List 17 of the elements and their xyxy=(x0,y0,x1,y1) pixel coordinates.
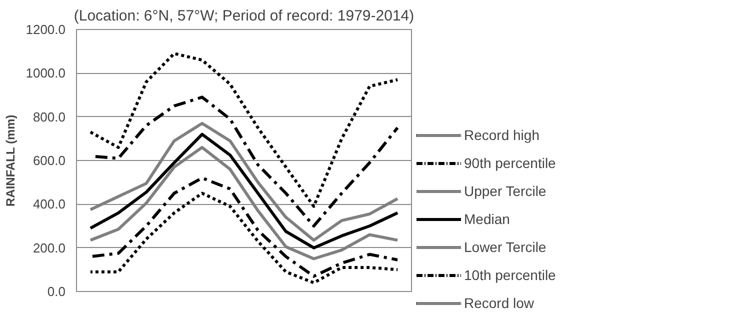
legend-label: Record high xyxy=(464,127,540,143)
y-axis-title: RAINFALL (mm) xyxy=(4,114,18,206)
legend-label: Record low xyxy=(464,295,534,311)
legend-label: Upper Tercile xyxy=(464,183,546,199)
legend-label: 90th percentile xyxy=(464,155,556,171)
y-tick-label: 0.0 xyxy=(47,284,66,299)
legend-label: Lower Tercile xyxy=(464,239,546,255)
y-tick-label: 800.0 xyxy=(32,109,66,124)
chart-title: (Location: 6°N, 57°W; Period of record: 1979-2014) xyxy=(74,8,414,24)
y-tick-label: 200.0 xyxy=(32,240,66,256)
line-series xyxy=(88,52,400,208)
y-tick-label: 1000.0 xyxy=(26,66,66,81)
legend-label: 10th percentile xyxy=(464,267,556,283)
y-tick-label: 400.0 xyxy=(32,196,66,212)
legend-label: Median xyxy=(464,211,510,227)
y-tick-label: 600.0 xyxy=(32,153,66,168)
y-tick-label: 1200.0 xyxy=(26,22,66,37)
